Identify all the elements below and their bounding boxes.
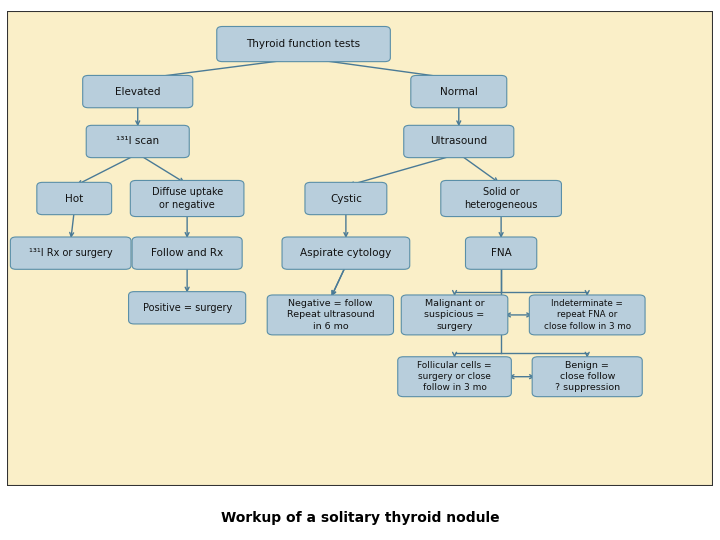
Text: Follow and Rx: Follow and Rx: [151, 248, 223, 258]
FancyBboxPatch shape: [529, 295, 645, 335]
FancyBboxPatch shape: [401, 295, 508, 335]
Text: Solid or
heterogeneous: Solid or heterogeneous: [464, 187, 538, 210]
Text: Cystic: Cystic: [330, 193, 362, 204]
Text: Thyroid function tests: Thyroid function tests: [246, 39, 361, 49]
Text: Negative = follow
Repeat ultrasound
in 6 mo: Negative = follow Repeat ultrasound in 6…: [287, 299, 374, 330]
Text: Malignant or
suspicious =
surgery: Malignant or suspicious = surgery: [424, 299, 485, 330]
Text: ¹³¹I Rx or surgery: ¹³¹I Rx or surgery: [29, 248, 112, 258]
Text: Positive = surgery: Positive = surgery: [143, 303, 232, 313]
FancyBboxPatch shape: [305, 183, 387, 215]
FancyBboxPatch shape: [441, 180, 562, 217]
FancyBboxPatch shape: [411, 76, 507, 108]
Text: FNA: FNA: [491, 248, 511, 258]
FancyBboxPatch shape: [83, 76, 193, 108]
Text: Diffuse uptake
or negative: Diffuse uptake or negative: [151, 187, 222, 210]
FancyBboxPatch shape: [86, 125, 189, 158]
Text: Hot: Hot: [65, 193, 84, 204]
FancyBboxPatch shape: [37, 183, 112, 215]
FancyBboxPatch shape: [282, 237, 410, 269]
FancyBboxPatch shape: [130, 180, 244, 217]
FancyBboxPatch shape: [217, 26, 390, 62]
FancyBboxPatch shape: [532, 357, 642, 397]
FancyBboxPatch shape: [7, 11, 713, 486]
Text: Ultrasound: Ultrasound: [431, 137, 487, 146]
FancyBboxPatch shape: [132, 237, 242, 269]
Text: ¹³¹I scan: ¹³¹I scan: [116, 137, 159, 146]
FancyBboxPatch shape: [397, 357, 511, 397]
FancyBboxPatch shape: [267, 295, 394, 335]
FancyBboxPatch shape: [404, 125, 514, 158]
Text: Follicular cells =
surgery or close
follow in 3 mo: Follicular cells = surgery or close foll…: [418, 361, 492, 392]
Text: Normal: Normal: [440, 86, 478, 97]
FancyBboxPatch shape: [466, 237, 536, 269]
Text: Workup of a solitary thyroid nodule: Workup of a solitary thyroid nodule: [221, 511, 499, 525]
Text: Elevated: Elevated: [115, 86, 161, 97]
FancyBboxPatch shape: [10, 237, 131, 269]
Text: Indeterminate =
repeat FNA or
close follow in 3 mo: Indeterminate = repeat FNA or close foll…: [544, 299, 631, 330]
Text: Aspirate cytology: Aspirate cytology: [300, 248, 392, 258]
FancyBboxPatch shape: [129, 292, 246, 324]
Text: Benign =
close follow
? suppression: Benign = close follow ? suppression: [554, 361, 620, 392]
